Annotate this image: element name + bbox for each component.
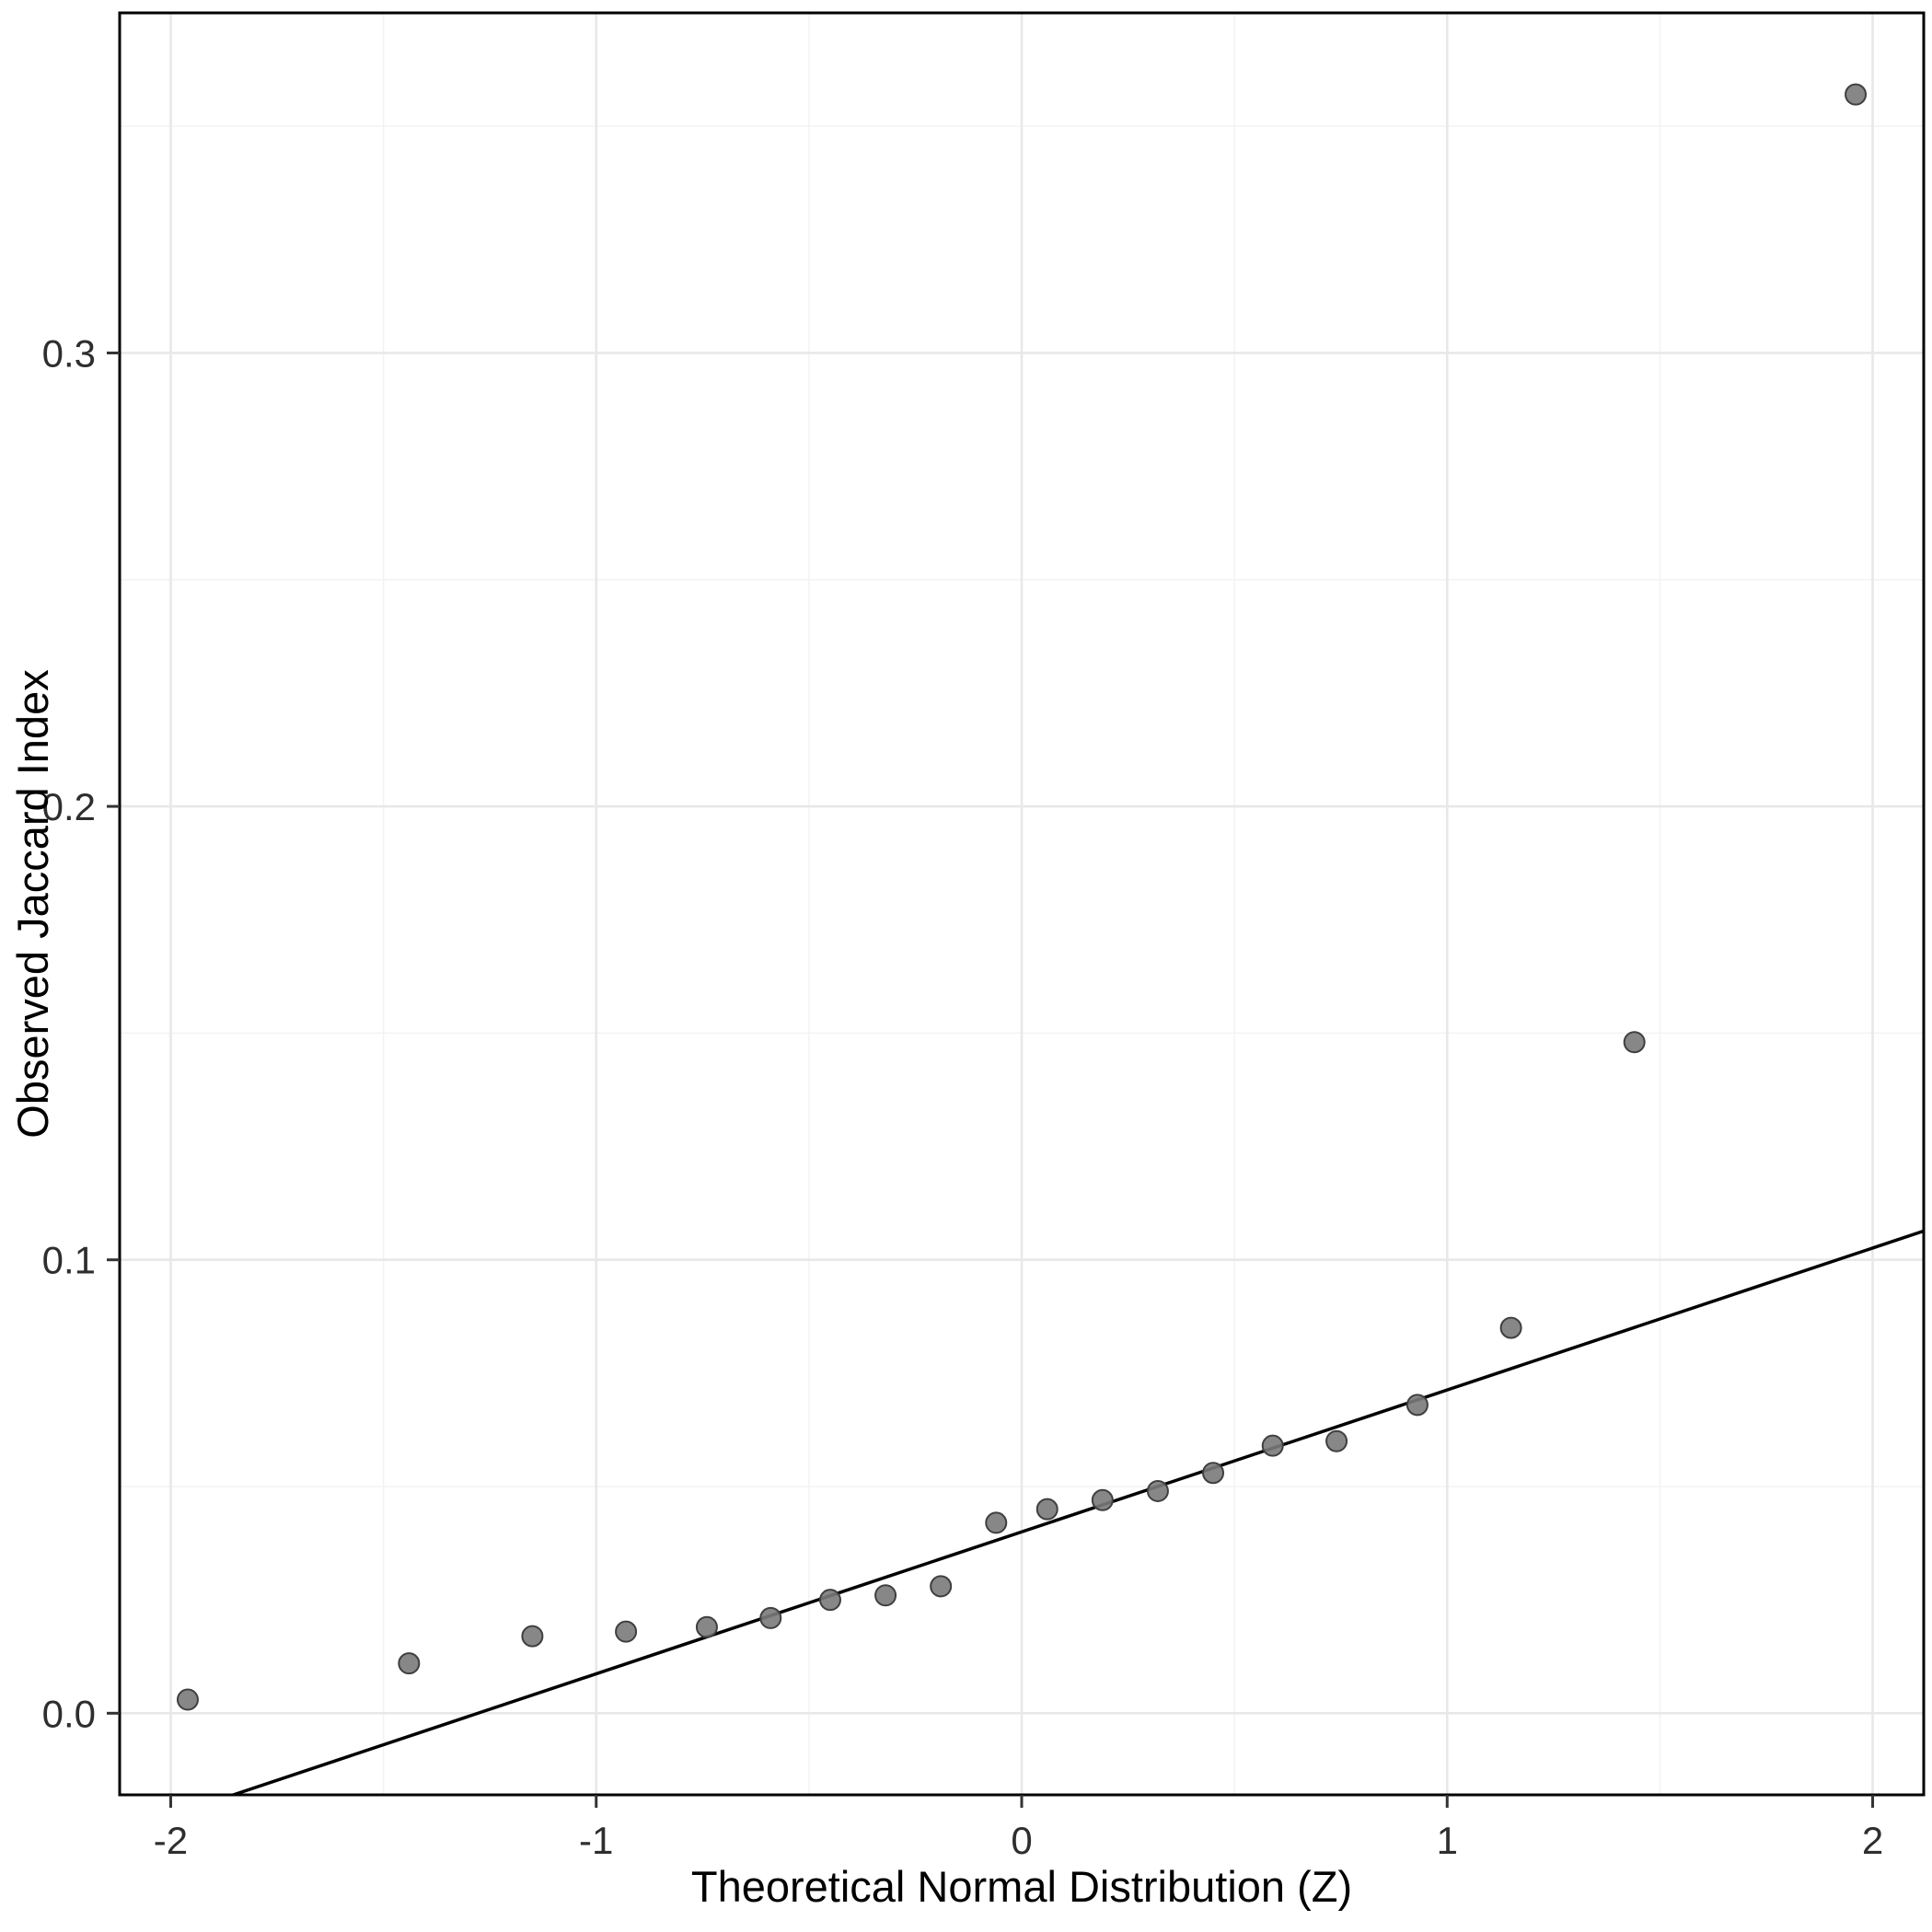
data-point	[1325, 1429, 1348, 1452]
data-point	[695, 1615, 718, 1638]
x-tick-label: 0	[1011, 1819, 1032, 1862]
data-point	[1406, 1394, 1429, 1417]
data-point	[1261, 1434, 1284, 1457]
data-point	[1623, 1031, 1646, 1054]
y-tick-label: 0.0	[42, 1692, 96, 1735]
grid-layer	[120, 13, 1924, 1795]
data-point	[521, 1625, 544, 1648]
reference-line	[227, 1229, 1924, 1795]
data-layer	[176, 83, 1924, 1795]
y-tick-label: 0.3	[42, 331, 96, 375]
x-tick-label: -2	[154, 1819, 188, 1862]
data-point	[759, 1606, 782, 1629]
y-axis-title: Observed Jaccard Index	[8, 669, 57, 1138]
x-axis-title: Theoretical Normal Distribution (Z)	[691, 1862, 1352, 1911]
data-point	[874, 1584, 897, 1607]
data-point	[1146, 1479, 1169, 1502]
data-point	[1035, 1498, 1059, 1521]
y-tick-label: 0.2	[42, 785, 96, 828]
data-point	[985, 1511, 1008, 1534]
data-point	[398, 1652, 421, 1675]
data-point	[930, 1575, 953, 1598]
data-point	[1091, 1488, 1114, 1511]
x-tick-label: -1	[579, 1819, 613, 1862]
axis-layer: -2 -1 0 1 2 0.0 0.1 0.2 0.3	[42, 331, 1884, 1862]
x-tick-label: 1	[1437, 1819, 1458, 1862]
data-point	[1499, 1316, 1522, 1339]
data-point	[615, 1620, 638, 1643]
data-point	[176, 1688, 199, 1711]
y-tick-label: 0.1	[42, 1239, 96, 1282]
x-tick-label: 2	[1862, 1819, 1883, 1862]
data-point	[1845, 83, 1868, 106]
data-point	[1202, 1462, 1225, 1485]
data-point	[818, 1589, 841, 1612]
